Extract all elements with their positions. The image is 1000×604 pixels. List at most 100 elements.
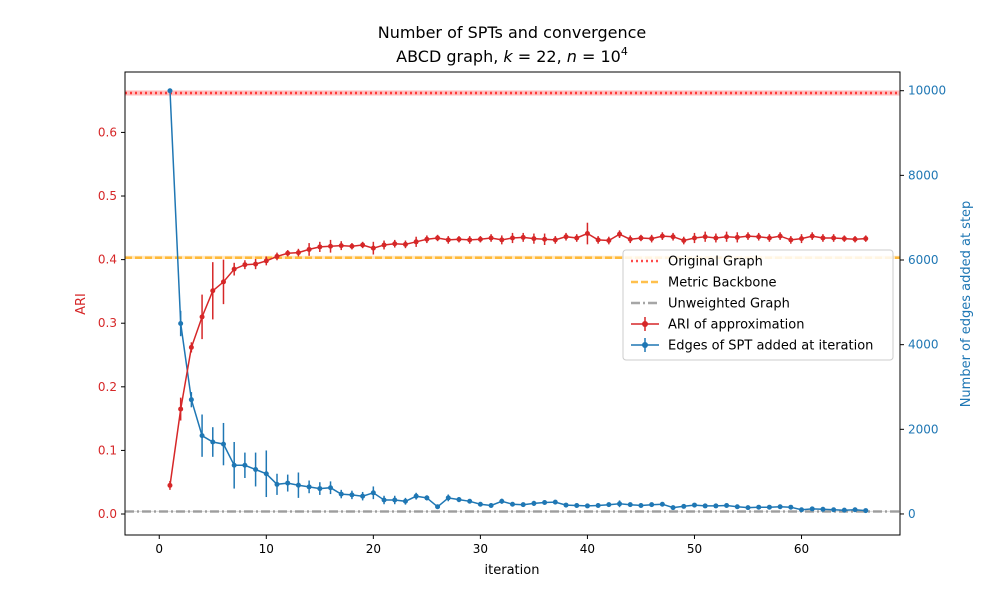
chart-subtitle: ABCD graph, k = 22, n = 104 (396, 45, 628, 66)
data-point (756, 234, 762, 240)
legend-label: Original Graph (668, 255, 763, 270)
data-point (659, 233, 665, 239)
data-point (777, 233, 783, 239)
chart-title: Number of SPTs and convergence (378, 23, 647, 42)
data-point (499, 498, 505, 504)
data-point (809, 506, 815, 512)
data-point (659, 501, 665, 507)
data-point (724, 234, 730, 240)
data-point (178, 406, 184, 412)
data-point (188, 397, 194, 403)
y-left-tick-label: 0.6 (98, 125, 117, 139)
data-point (328, 243, 334, 249)
data-point (499, 237, 505, 243)
data-point (584, 503, 590, 509)
data-point (167, 88, 173, 94)
data-point (402, 241, 408, 247)
data-point (285, 480, 291, 486)
data-point (242, 262, 248, 268)
data-point (595, 502, 601, 508)
data-point (285, 250, 291, 256)
data-point (306, 246, 312, 252)
data-point (788, 237, 794, 243)
y-right-tick-label: 10000 (908, 84, 946, 98)
legend-box (622, 249, 894, 361)
legend-label: Edges of SPT added at iteration (668, 339, 873, 354)
data-point (199, 314, 205, 320)
data-point (766, 504, 772, 510)
data-point (584, 231, 590, 237)
x-tick-label: 50 (687, 542, 702, 556)
data-point (370, 245, 376, 251)
y-right-tick-label: 8000 (908, 168, 939, 182)
data-point (766, 235, 772, 241)
data-point (210, 439, 216, 445)
x-tick-label: 60 (794, 542, 809, 556)
data-point (370, 490, 376, 496)
data-point (488, 502, 494, 508)
reference-band-1 (125, 255, 900, 259)
data-point (777, 504, 783, 510)
data-point (435, 504, 441, 510)
data-point (574, 235, 580, 241)
data-point (520, 502, 526, 508)
data-point (691, 235, 697, 241)
x-tick-label: 30 (473, 542, 488, 556)
subtitle-n-symbol: n (567, 47, 577, 66)
data-point (510, 235, 515, 241)
x-tick-label: 0 (155, 542, 163, 556)
data-point (199, 433, 205, 439)
data-point (852, 236, 858, 242)
series-edges (167, 88, 869, 514)
data-point (552, 499, 558, 505)
data-point (745, 233, 751, 239)
data-point (691, 502, 697, 508)
data-point (231, 462, 237, 468)
data-point (670, 234, 676, 240)
data-point (435, 235, 441, 241)
data-point (638, 502, 644, 508)
data-point (799, 236, 805, 242)
y-left-tick-label: 0.4 (98, 253, 117, 267)
data-point (328, 485, 334, 491)
data-point (831, 235, 837, 241)
data-point (317, 244, 323, 250)
data-point (392, 497, 398, 503)
data-point (317, 486, 323, 492)
data-point (253, 261, 259, 267)
subtitle-k-symbol: k (503, 47, 513, 66)
data-point (413, 493, 419, 499)
data-point (649, 502, 655, 508)
data-point (274, 253, 280, 259)
data-point (392, 241, 398, 247)
data-point (563, 502, 569, 508)
reference-band-0 (125, 90, 900, 96)
legend: Original Graph Metric Backbone Unweighted … (622, 249, 894, 361)
x-axis: 0 10 20 30 40 50 60 (155, 535, 809, 556)
data-point (445, 237, 451, 243)
data-point (595, 237, 601, 243)
data-point (220, 441, 226, 447)
data-point (852, 507, 858, 513)
data-point (306, 484, 312, 490)
y-right-tick-label: 4000 (908, 338, 939, 352)
data-point (295, 250, 301, 256)
legend-label: ARI of approximation (668, 318, 804, 333)
y-axis-left: 0.0 0.1 0.2 0.3 0.4 0.5 0.6 (98, 125, 125, 521)
data-point (253, 467, 259, 473)
plot-frame (124, 71, 901, 536)
subtitle-n-value: = 10 (577, 47, 621, 66)
data-point (702, 503, 708, 509)
data-point (617, 501, 623, 507)
data-point (360, 242, 366, 248)
x-axis-label: iteration (485, 563, 540, 578)
legend-label: Metric Backbone (668, 276, 777, 291)
data-point (456, 497, 462, 503)
y-right-tick-label: 6000 (908, 253, 939, 267)
y-right-tick-label: 0 (908, 507, 916, 521)
data-point (263, 471, 269, 477)
data-point (531, 236, 537, 242)
x-tick-label: 10 (259, 542, 274, 556)
